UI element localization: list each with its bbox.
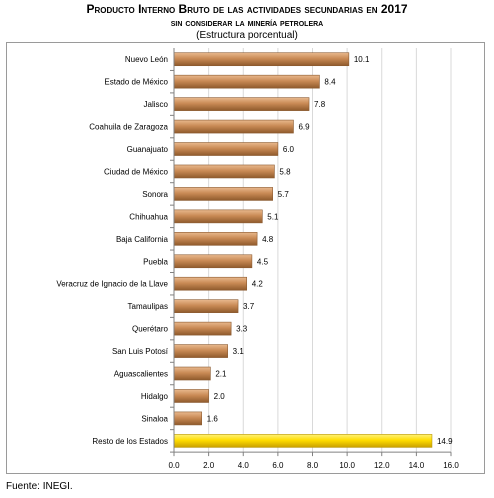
bar (173, 97, 310, 111)
category-label: Aguascalientes (114, 370, 168, 379)
x-tick-label: 0.0 (168, 461, 180, 470)
data-label: 3.7 (243, 302, 255, 311)
category-label: Resto de los Estados (92, 437, 168, 446)
category-label: Nuevo León (125, 55, 168, 64)
category-label: Ciudad de México (104, 167, 169, 176)
bar (173, 164, 275, 179)
data-label: 5.1 (267, 212, 279, 221)
data-label: 8.4 (324, 78, 336, 87)
data-label: 10.1 (354, 55, 370, 64)
x-tick-label: 8.0 (307, 461, 319, 470)
bar (173, 411, 203, 426)
axes: 0.0 2.0 4.0 6.0 8.0 10.0 12.0 14.0 16.0 Nuevo Leó… (56, 48, 459, 470)
bar (173, 434, 433, 448)
category-label: Coahuila de Zaragoza (89, 123, 168, 132)
data-label: 2.0 (214, 392, 226, 401)
bar (173, 232, 258, 246)
chart-subtitle: sin considerar la minería petrolera (170, 17, 324, 29)
bar (173, 187, 273, 201)
bar (173, 299, 239, 313)
category-label: Guanajuato (127, 145, 169, 154)
x-tick-label: 16.0 (443, 461, 459, 470)
category-label: Querétaro (132, 325, 169, 334)
data-label: 5.7 (278, 190, 290, 199)
bar-chart: 10.1 8.4 7.8 6.9 6.0 5.8 5.7 5.1 4.8 4.5 4.2 3.7 3.3… (56, 48, 459, 470)
category-label: Estado de México (104, 78, 168, 87)
bar (173, 344, 228, 358)
category-label: Sonora (142, 190, 168, 199)
bar (173, 276, 248, 291)
x-tick-label: 10.0 (339, 461, 355, 470)
data-label: 6.9 (298, 123, 310, 132)
x-tick-label: 6.0 (272, 461, 284, 470)
data-label: 5.8 (279, 167, 291, 176)
category-label: Jalisco (144, 100, 169, 109)
source-note: Fuente: INEGI. (6, 481, 73, 492)
x-tick-label: 12.0 (374, 461, 390, 470)
category-label: Puebla (143, 257, 168, 266)
bar (173, 366, 211, 381)
category-label: Baja California (116, 235, 169, 244)
category-label: Veracruz de Ignacio de la Llave (56, 280, 168, 289)
bar (173, 389, 209, 403)
bar (173, 254, 253, 269)
category-label: Tamaulipas (128, 302, 168, 311)
x-tick-label: 14.0 (409, 461, 425, 470)
data-label: 4.8 (262, 235, 274, 244)
data-label: 3.3 (236, 325, 248, 334)
data-label: 6.0 (283, 145, 295, 154)
data-label: 4.5 (257, 257, 269, 266)
data-label: 14.9 (437, 437, 453, 446)
data-label: 1.6 (207, 414, 219, 423)
category-label: Sinaloa (141, 414, 168, 423)
x-tick-label: 4.0 (238, 461, 250, 470)
bar (173, 119, 294, 134)
x-tick-label: 2.0 (203, 461, 215, 470)
category-label: Chihuahua (129, 212, 168, 221)
bars: 10.1 8.4 7.8 6.9 6.0 5.8 5.7 5.1 4.8 4.5 4.2 3.7 3.3… (173, 52, 453, 448)
data-label: 4.2 (252, 280, 264, 289)
data-label: 2.1 (215, 370, 227, 379)
chart-titles: Producto Interno Bruto de las actividade… (0, 2, 494, 42)
category-label: Hidalgo (141, 392, 169, 401)
category-label: San Luis Potosí (112, 347, 169, 356)
gridlines (208, 48, 452, 453)
chart-frame: 10.1 8.4 7.8 6.9 6.0 5.8 5.7 5.1 4.8 4.5 4.2 3.7 3.3… (6, 42, 485, 474)
bar (173, 52, 350, 67)
bar (173, 142, 279, 156)
bar (173, 321, 232, 336)
chart-subtitle-units: (Estructura porcentual) (196, 30, 298, 41)
bar (173, 74, 320, 89)
bar (173, 209, 263, 224)
chart-title: Producto Interno Bruto de las actividade… (86, 2, 408, 16)
data-label: 7.8 (314, 100, 326, 109)
data-label: 3.1 (233, 347, 245, 356)
